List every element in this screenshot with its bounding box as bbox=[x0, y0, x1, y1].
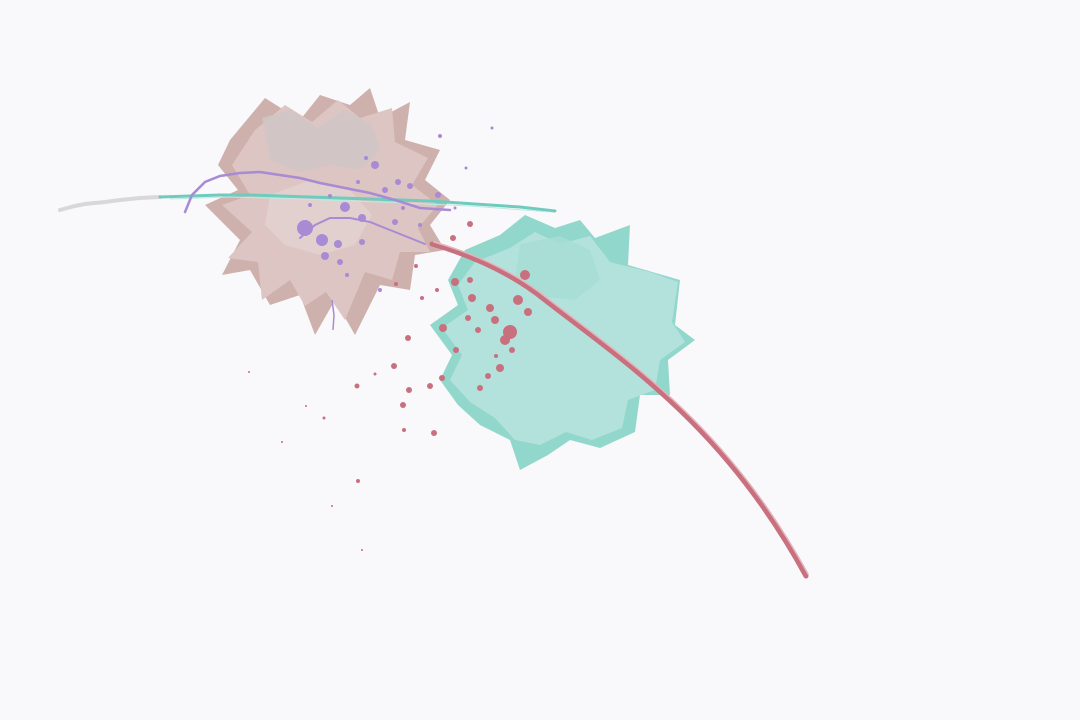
teal-scribble-line bbox=[58, 193, 557, 213]
red-dot-splatter bbox=[248, 221, 532, 551]
purple-scribble-lines bbox=[183, 170, 452, 331]
red-curved-stroke bbox=[429, 241, 809, 579]
spiky-blob-pink bbox=[205, 88, 450, 335]
purple-dot-splatter bbox=[308, 126, 494, 292]
spiky-blob-teal bbox=[430, 215, 695, 470]
